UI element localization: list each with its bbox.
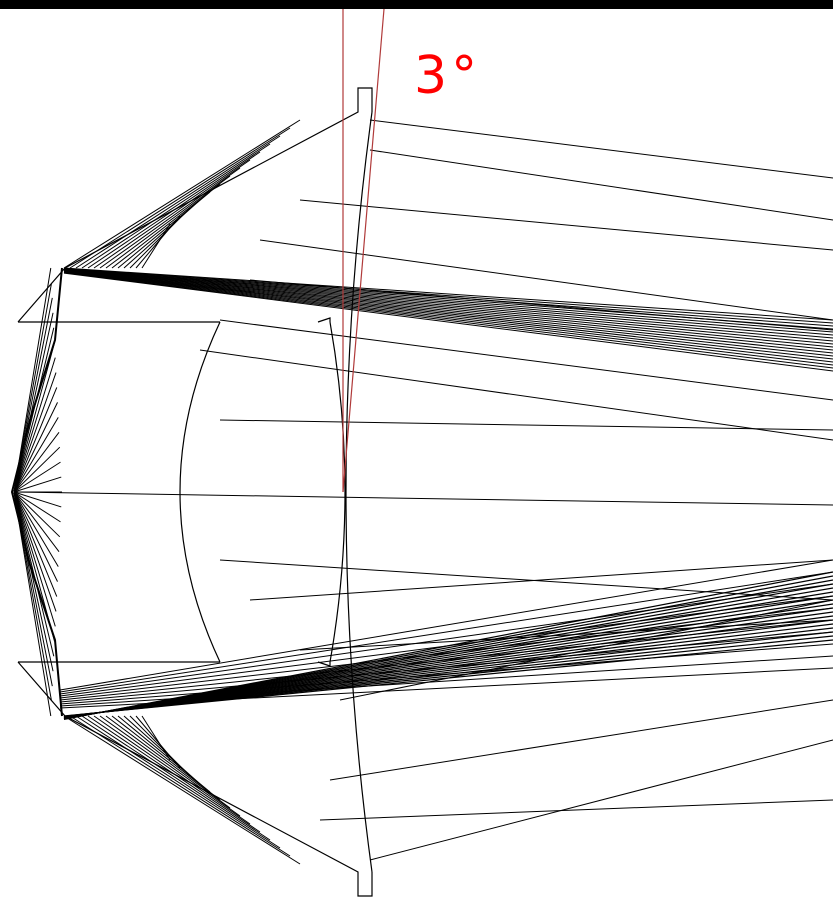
caustic-ray-upper bbox=[63, 270, 833, 348]
ray-right bbox=[329, 699, 833, 781]
lens-elements bbox=[10, 87, 373, 897]
fan-ray bbox=[13, 446, 61, 493]
angle-indicator bbox=[342, 8, 385, 493]
lens-outer-bottom bbox=[17, 661, 373, 897]
fan-ray bbox=[13, 491, 57, 612]
fan-ray bbox=[13, 461, 61, 493]
cross-ray-bottom bbox=[99, 715, 241, 817]
caustic-ray-upper bbox=[63, 270, 833, 351]
caustic-bundle bbox=[59, 267, 833, 720]
ray-right bbox=[249, 559, 833, 601]
cross-ray-top bbox=[63, 119, 301, 269]
cross-ray-bottom bbox=[81, 715, 271, 841]
fan-ray bbox=[13, 491, 54, 672]
ray-right bbox=[369, 149, 833, 221]
fan-ray bbox=[13, 372, 57, 493]
caustic-ray-mid bbox=[59, 619, 833, 701]
left-surface bbox=[10, 267, 63, 717]
caustic-ray-upper bbox=[63, 269, 833, 339]
cross-ray-top bbox=[141, 223, 171, 269]
cross-ray-bottom bbox=[141, 715, 171, 761]
caustic-ray-upper bbox=[63, 271, 833, 357]
ray-right bbox=[199, 349, 833, 441]
cross-ray-top bbox=[123, 199, 201, 269]
fan-ray bbox=[13, 312, 54, 493]
caustic-ray-upper bbox=[63, 267, 833, 321]
caustic-ray-mid bbox=[59, 595, 833, 697]
lens-outer-top bbox=[17, 87, 373, 323]
cross-ray-bottom bbox=[75, 715, 281, 849]
ray-right bbox=[219, 319, 833, 401]
caustic-ray-upper bbox=[63, 272, 833, 372]
fan-ray bbox=[13, 267, 52, 493]
ray-right bbox=[299, 619, 833, 651]
ray-fan bbox=[13, 119, 833, 865]
ray-right bbox=[319, 799, 833, 821]
fan-ray bbox=[13, 357, 56, 493]
fan-ray bbox=[13, 476, 62, 493]
caustic-ray-upper bbox=[63, 271, 833, 360]
inner-element-arc bbox=[179, 321, 221, 663]
fan-ray bbox=[13, 431, 60, 493]
center-lens-left bbox=[329, 321, 346, 663]
fan-ray bbox=[13, 491, 60, 553]
cross-ray-bottom bbox=[129, 715, 191, 777]
fan-ray bbox=[13, 342, 56, 493]
center-lens-notch-bottom bbox=[317, 661, 331, 667]
caustic-ray-upper bbox=[63, 269, 833, 336]
caustic-ray-upper bbox=[63, 268, 833, 330]
angle-line-tilted bbox=[342, 8, 385, 493]
caustic-ray-mid bbox=[59, 631, 833, 703]
cross-ray-bottom bbox=[93, 715, 251, 825]
cross-ray-bottom bbox=[63, 715, 301, 865]
caustic-ray-mid bbox=[59, 643, 833, 705]
cross-ray-top bbox=[129, 207, 191, 269]
fan-ray bbox=[13, 491, 58, 582]
caustic-ray-mid bbox=[59, 655, 833, 707]
ray-right bbox=[219, 419, 833, 431]
cross-ray-bottom bbox=[123, 715, 201, 785]
top-border bbox=[0, 0, 833, 9]
cross-ray-bottom bbox=[69, 715, 291, 857]
caustic-ray-upper bbox=[63, 272, 833, 366]
ray-right bbox=[299, 199, 833, 251]
caustic-ray-mid bbox=[59, 571, 833, 693]
caustic-ray-mid bbox=[59, 667, 833, 709]
cross-ray-top bbox=[69, 127, 291, 269]
caustic-ray-upper bbox=[63, 271, 833, 363]
center-lens-notch-top bbox=[317, 317, 331, 323]
fan-ray bbox=[13, 402, 58, 493]
ray-right bbox=[369, 119, 833, 179]
fan-ray bbox=[13, 387, 58, 493]
caustic-ray-mid bbox=[59, 583, 833, 695]
caustic-ray-upper bbox=[63, 269, 833, 345]
angle-label: 3° bbox=[414, 46, 482, 106]
fan-ray bbox=[13, 417, 59, 493]
caustic-ray-upper bbox=[63, 268, 833, 333]
ray-right bbox=[13, 491, 833, 506]
fan-ray bbox=[13, 491, 62, 508]
cross-ray-top bbox=[99, 167, 241, 269]
caustic-ray-mid bbox=[59, 559, 833, 691]
caustic-ray-mid bbox=[59, 607, 833, 699]
fan-ray bbox=[13, 491, 61, 538]
ray-right bbox=[259, 239, 833, 321]
caustic-ray-upper bbox=[63, 267, 833, 324]
ray-right bbox=[219, 559, 833, 601]
fan-ray bbox=[13, 491, 61, 523]
fan-ray bbox=[13, 491, 59, 567]
caustic-ray-upper bbox=[63, 270, 833, 354]
ray-right bbox=[369, 739, 833, 861]
cross-ray-top bbox=[75, 135, 281, 269]
caustic-ray-upper bbox=[63, 269, 833, 342]
caustic-ray-upper bbox=[63, 272, 833, 369]
center-lens-right bbox=[345, 111, 373, 873]
cross-ray-top bbox=[93, 159, 251, 269]
cross-ray-top bbox=[81, 143, 271, 269]
fan-ray bbox=[13, 491, 56, 627]
fan-ray bbox=[13, 491, 58, 597]
caustic-ray-upper bbox=[63, 268, 833, 327]
fan-ray bbox=[13, 491, 52, 717]
